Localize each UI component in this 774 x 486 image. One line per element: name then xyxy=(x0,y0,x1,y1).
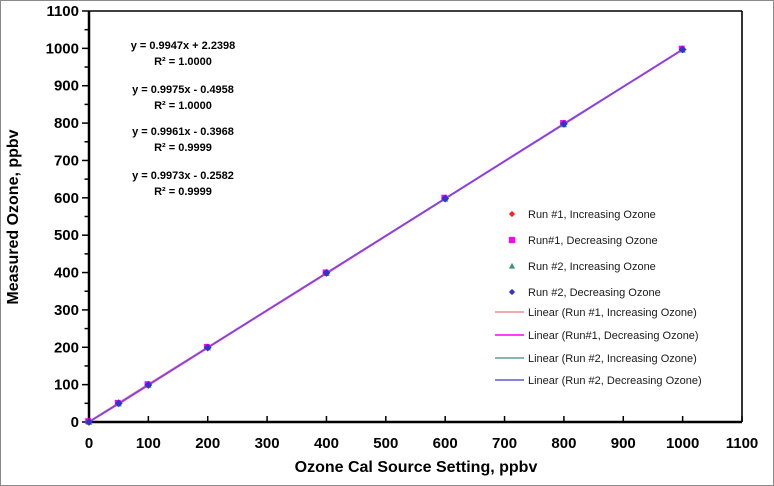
x-tick-label: 800 xyxy=(551,435,576,452)
data-point-run-2-decreasing-ozone xyxy=(203,343,212,352)
r-squared-run-2-decreasing-ozone: R² = 0.9999 xyxy=(154,186,212,198)
x-tick-label: 700 xyxy=(492,435,517,452)
y-axis-title: Measured Ozone, ppbv xyxy=(5,129,22,304)
x-tick-label: 1000 xyxy=(666,435,699,452)
legend-label-linear-run-1-increasing-ozone: Linear (Run #1, Increasing Ozone) xyxy=(528,307,697,319)
y-tick-label: 400 xyxy=(54,265,79,282)
x-tick-label: 300 xyxy=(255,435,280,452)
y-tick-label: 500 xyxy=(54,227,79,244)
x-axis-title: Ozone Cal Source Setting, ppbv xyxy=(295,459,538,476)
y-tick-label: 0 xyxy=(71,414,79,431)
x-tick-label: 900 xyxy=(611,435,636,452)
data-point-run-2-decreasing-ozone xyxy=(144,381,153,389)
r-squared-run-1-increasing-ozone: R² = 1.0000 xyxy=(154,56,212,68)
equation-run-2-increasing-ozone: y = 0.9961x - 0.3968 xyxy=(132,126,234,138)
legend-label-linear-run-1-decreasing-ozone: Linear (Run#1, Decreasing Ozone) xyxy=(528,330,699,342)
y-tick-label: 800 xyxy=(54,115,79,132)
y-tick-label: 1000 xyxy=(46,40,79,57)
equation-run-2-decreasing-ozone: y = 0.9973x - 0.2582 xyxy=(132,170,234,182)
y-tick-label: 1100 xyxy=(46,3,79,20)
data-point-run-2-decreasing-ozone xyxy=(441,194,450,203)
r-squared-run-2-increasing-ozone: R² = 0.9999 xyxy=(154,142,212,154)
legend-label-run-1-increasing-ozone: Run #1, Increasing Ozone xyxy=(528,209,656,221)
y-tick-label: 200 xyxy=(54,339,79,356)
legend-label-run-2-decreasing-ozone: Run #2, Decreasing Ozone xyxy=(528,287,661,299)
data-point-run-2-decreasing-ozone xyxy=(678,45,687,54)
data-point-run-2-decreasing-ozone xyxy=(114,399,123,408)
y-tick-label: 600 xyxy=(54,190,79,207)
x-tick-label: 100 xyxy=(136,435,161,452)
x-tick-label: 400 xyxy=(314,435,339,452)
x-tick-label: 600 xyxy=(433,435,458,452)
y-tick-label: 700 xyxy=(54,152,79,169)
x-tick-label: 0 xyxy=(85,435,93,452)
equation-run-1-decreasing-ozone: y = 0.9975x - 0.4958 xyxy=(132,84,234,96)
legend-label-linear-run-2-increasing-ozone: Linear (Run #2, Increasing Ozone) xyxy=(528,353,697,365)
y-tick-label: 300 xyxy=(54,302,79,319)
x-tick-label: 200 xyxy=(195,435,220,452)
r-squared-run-1-decreasing-ozone: R² = 1.0000 xyxy=(154,100,212,112)
equation-run-1-increasing-ozone: y = 0.9947x + 2.2398 xyxy=(131,40,236,52)
legend-label-run-2-increasing-ozone: Run #2, Increasing Ozone xyxy=(528,261,656,273)
legend-marker-run-2-increasing-ozone xyxy=(508,262,516,269)
data-point-run-2-decreasing-ozone xyxy=(85,418,93,426)
legend-marker-run-2-decreasing-ozone xyxy=(508,288,516,296)
x-tick-label: 1100 xyxy=(726,435,759,452)
trendline-run-2-decreasing-ozone xyxy=(88,48,683,423)
y-tick-label: 100 xyxy=(54,377,79,394)
data-point-run-2-decreasing-ozone xyxy=(322,269,331,277)
data-point-run-2-decreasing-ozone xyxy=(560,119,568,128)
legend-label-linear-run-2-decreasing-ozone: Linear (Run #2, Decreasing Ozone) xyxy=(528,375,702,387)
y-tick-label: 900 xyxy=(54,78,79,95)
x-tick-label: 500 xyxy=(373,435,398,452)
legend-marker-run-1-increasing-ozone xyxy=(508,210,516,218)
legend-label-run-1-decreasing-ozone: Run#1, Decreasing Ozone xyxy=(528,235,658,247)
legend-marker-run-1-decreasing-ozone xyxy=(508,236,516,244)
